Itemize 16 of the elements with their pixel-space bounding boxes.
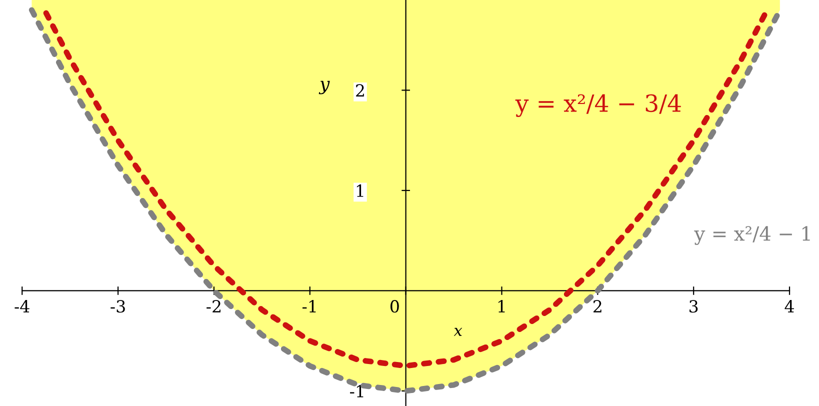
y-axis-title: y: [318, 80, 330, 94]
y-tick-label: 1: [356, 184, 364, 197]
series-label: y = x²/4 − 1: [694, 226, 810, 245]
x-tick-label: 0: [390, 300, 399, 313]
x-tick-label: 1: [498, 300, 505, 312]
x-tick-label: -1: [302, 300, 316, 312]
x-tick-label: -2: [206, 300, 220, 312]
series-label: y = x²/4 − 3/4: [515, 94, 681, 117]
x-tick-label: 3: [690, 300, 698, 313]
y-tick-label: 2: [356, 84, 364, 97]
x-tick-label: 2: [593, 300, 602, 312]
y-tick-label: -1: [350, 384, 364, 398]
x-axis-title: x: [454, 328, 462, 336]
x-tick-label: -4: [14, 300, 30, 312]
x-tick-label: 4: [784, 300, 794, 312]
x-tick-label: -3: [110, 300, 125, 313]
